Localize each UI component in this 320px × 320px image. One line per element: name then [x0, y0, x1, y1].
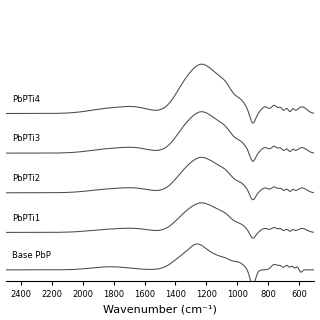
Text: PbPTi1: PbPTi1	[12, 214, 40, 223]
Text: PbPTi3: PbPTi3	[12, 134, 40, 143]
Text: Base PbP: Base PbP	[12, 251, 51, 260]
Text: PbPTi2: PbPTi2	[12, 174, 40, 183]
X-axis label: Wavenumber (cm⁻¹): Wavenumber (cm⁻¹)	[103, 304, 217, 315]
Text: PbPTi4: PbPTi4	[12, 95, 40, 104]
